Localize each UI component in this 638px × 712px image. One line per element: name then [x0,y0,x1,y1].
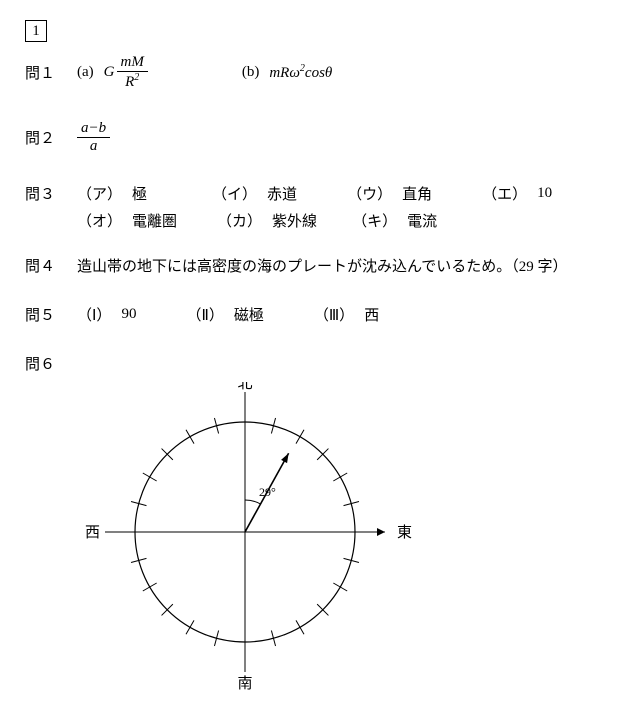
question-1: 問１ (a) G mM R2 (b) mRω2cosθ [25,54,613,92]
question-5: 問５ （Ⅰ） 90 （Ⅱ） 磁極 （Ⅲ） 西 [25,304,613,325]
q2-label: 問２ [25,127,77,148]
q3-item-lbl: （キ） [352,210,397,231]
q3-row1: （ア）極（イ）赤道（ウ）直角（エ）10 [77,183,542,204]
q5-item: （Ⅰ） 90 [77,304,136,325]
compass-container: 北南 東 西 29° [85,382,613,692]
q3-item-val: 紫外線 [272,210,317,231]
q3-item-lbl: （ウ） [347,183,392,204]
q3-item: （エ） 10 [482,183,552,204]
q5-item-lbl: （Ⅲ） [314,304,354,325]
q3-label: 問３ [25,183,77,204]
q2-frac: a−b a [77,120,110,156]
q1-b: (b) mRω2cosθ [242,63,332,82]
q3-item-lbl: （オ） [77,210,122,231]
q5-item-val: 磁極 [234,304,264,325]
question-3: 問３ （ア） 極 （イ） 赤道 （ウ） 直角 （エ） 10 （オ） 電離圏 （カ） 紫外線 （キ） 電流 [25,183,613,231]
svg-text:東: 東 [397,524,412,541]
q5-item-lbl: （Ⅱ） [186,304,223,325]
q5-item-val: 90 [121,306,136,323]
q5-item: （Ⅲ） 西 [314,304,379,325]
question-2: 問２ a−b a [25,120,613,156]
q3-row2: （オ）電離圏（カ）紫外線（キ）電流 [77,210,427,231]
q6-label: 問６ [25,353,77,374]
q3-item-lbl: （カ） [217,210,262,231]
question-6: 問６ 北南 東 西 29° [25,353,613,692]
q5-item-val: 西 [364,304,379,325]
q3-item: （オ） 電離圏 [77,210,177,231]
q5-row: （Ⅰ） 90 （Ⅱ） 磁極 （Ⅲ） 西 [77,304,429,325]
q3-item-val: 極 [132,183,147,204]
q3-item-lbl: （イ） [212,183,257,204]
q1-b-expr: mRω2cosθ [269,63,332,82]
q2-num: a−b [77,120,110,138]
q1-a-den: R2 [117,72,148,91]
compass-diagram: 北南 東 西 29° [85,382,425,692]
q1-a-lbl: (a) [77,64,94,81]
q3-item-val: 電流 [407,210,437,231]
q4-label: 問４ [25,255,77,276]
q3-item-lbl: （ア） [77,183,122,204]
q3-item: （ア） 極 [77,183,147,204]
q3-item: （イ） 赤道 [212,183,297,204]
q3-item-val: 直角 [402,183,432,204]
svg-text:南: 南 [237,675,252,692]
q5-item: （Ⅱ） 磁極 [186,304,263,325]
svg-text:29°: 29° [259,485,276,499]
q4-text: 造山帯の地下には高密度の海のプレートが沈み込んでいるため。（29 字） [77,255,568,276]
q1-a-num: mM [117,54,148,72]
q1-a-G: G [104,64,115,81]
svg-text:西: 西 [85,525,100,541]
q3-item: （カ） 紫外線 [217,210,317,231]
question-4: 問４ 造山帯の地下には高密度の海のプレートが沈み込んでいるため。（29 字） [25,255,613,276]
q1-a: (a) G mM R2 [77,54,148,92]
svg-text:北: 北 [237,382,252,392]
q3-item-lbl: （エ） [482,183,527,204]
q2-den: a [77,138,110,155]
section-number: 1 [25,20,47,42]
q3-item-val: 10 [537,185,552,202]
q3-item-val: 赤道 [267,183,297,204]
q3-item: （ウ） 直角 [347,183,432,204]
q5-label: 問５ [25,304,77,325]
q3-item: （キ） 電流 [352,210,437,231]
q3-item-val: 電離圏 [132,210,177,231]
q1-label: 問１ [25,62,77,83]
q5-item-lbl: （Ⅰ） [77,304,111,325]
q1-b-lbl: (b) [242,64,260,81]
q1-a-frac: mM R2 [117,54,148,92]
